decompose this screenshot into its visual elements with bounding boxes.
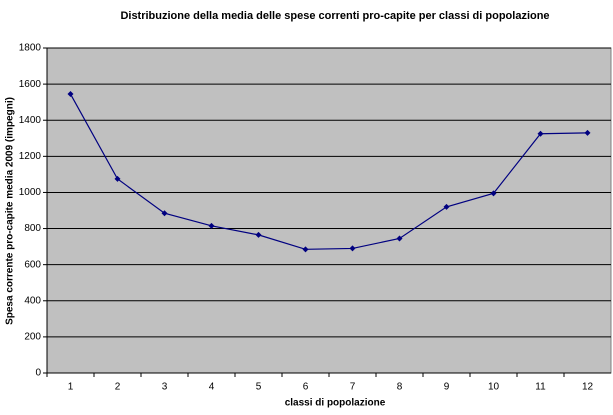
x-tick-label: 3	[162, 382, 168, 393]
data-point	[584, 129, 591, 136]
data-point	[443, 203, 450, 210]
plot-area	[46, 47, 612, 374]
x-tick-label: 11	[535, 382, 546, 393]
y-tick-label: 1800	[19, 43, 42, 54]
y-tick-label: 1400	[19, 115, 42, 126]
y-tick-label: 1000	[19, 187, 42, 198]
data-point	[67, 91, 74, 98]
x-tick-label: 1	[68, 382, 74, 393]
x-tick-label: 5	[256, 382, 262, 393]
chart-title: Distribuzione della media delle spese co…	[120, 10, 549, 22]
x-tick-label: 4	[209, 382, 215, 393]
y-tick-label: 800	[24, 223, 41, 234]
data-point	[114, 175, 121, 182]
data-point	[349, 245, 356, 252]
y-tick-label: 0	[35, 368, 41, 379]
y-tick-label: 600	[24, 259, 41, 270]
data-line	[69, 93, 588, 250]
data-point	[490, 190, 497, 197]
y-tick-label: 1600	[19, 79, 42, 90]
data-point	[537, 130, 544, 137]
y-axis-label: Spesa corrente pro-capite media 2009 (im…	[5, 97, 16, 325]
data-point	[396, 235, 403, 242]
x-tick-label: 8	[397, 382, 403, 393]
x-tick-label: 9	[444, 382, 450, 393]
x-tick-label: 10	[488, 382, 500, 393]
x-axis-label: classi di popolazione	[285, 398, 386, 409]
data-point	[255, 231, 262, 238]
x-tick-label: 7	[350, 382, 356, 393]
y-tick-label: 1200	[19, 151, 42, 162]
y-tick-label: 200	[24, 332, 41, 343]
x-tick-label: 12	[582, 382, 594, 393]
data-point	[161, 210, 168, 217]
x-tick-label: 2	[115, 382, 121, 393]
data-point	[208, 222, 215, 229]
x-tick-label: 6	[303, 382, 309, 393]
data-point	[302, 246, 309, 253]
y-tick-label: 400	[24, 295, 41, 306]
